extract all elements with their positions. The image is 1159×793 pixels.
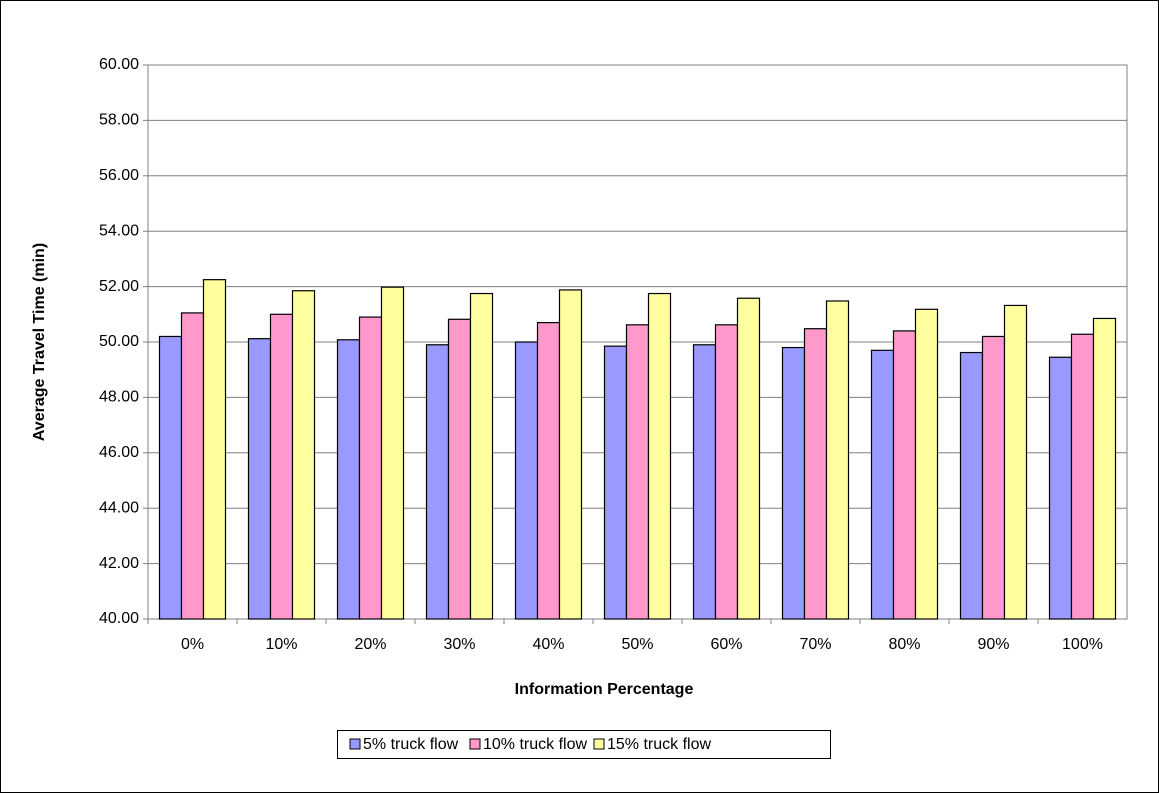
bar [469, 292, 494, 620]
bar [358, 316, 383, 620]
legend-swatch [469, 738, 481, 750]
bar [536, 322, 561, 620]
x-tick-label: 60% [710, 636, 742, 653]
x-tick-label: 40% [532, 636, 564, 653]
bar [180, 312, 205, 620]
bar [914, 308, 939, 620]
y-tick-label: 48.00 [99, 389, 139, 406]
bar [1092, 317, 1117, 620]
y-tick-label: 40.00 [99, 610, 139, 627]
y-tick-label: 44.00 [99, 499, 139, 516]
y-tick-label: 54.00 [99, 222, 139, 239]
y-tick-label: 50.00 [99, 333, 139, 350]
bar [870, 349, 895, 620]
bar [425, 344, 450, 620]
x-tick-label: 20% [354, 636, 386, 653]
bar [803, 328, 828, 620]
y-tick-label: 42.00 [99, 555, 139, 572]
bar [603, 345, 628, 620]
bar [558, 289, 583, 620]
bar [825, 300, 850, 620]
bar [692, 344, 717, 620]
bar [336, 339, 361, 620]
bar [1048, 356, 1073, 620]
bar [158, 335, 183, 620]
bar [514, 341, 539, 620]
y-axis-label: Average Travel Time (min) [31, 243, 48, 441]
bar [380, 286, 405, 620]
x-tick-label: 0% [181, 636, 204, 653]
bar [781, 346, 806, 620]
x-axis-label: Information Percentage [515, 681, 694, 698]
bar [714, 324, 739, 620]
x-tick-label: 100% [1062, 636, 1103, 653]
bar [1070, 333, 1095, 620]
legend-swatch [349, 738, 361, 750]
bar [647, 292, 672, 620]
bar [1003, 304, 1028, 620]
legend-label: 10% truck flow [483, 736, 587, 753]
bar [269, 313, 294, 620]
bar [247, 338, 272, 620]
bar [736, 297, 761, 620]
x-tick-label: 50% [621, 636, 653, 653]
y-tick-label: 56.00 [99, 167, 139, 184]
y-tick-label: 60.00 [99, 56, 139, 73]
legend-label: 15% truck flow [607, 736, 711, 753]
legend-label: 5% truck flow [363, 736, 459, 753]
x-tick-label: 90% [977, 636, 1009, 653]
y-tick-label: 52.00 [99, 278, 139, 295]
x-tick-label: 10% [265, 636, 297, 653]
bar [625, 324, 650, 620]
bar [447, 318, 472, 620]
x-tick-label: 70% [799, 636, 831, 653]
x-tick-label: 80% [888, 636, 920, 653]
y-tick-label: 58.00 [99, 112, 139, 129]
bar [291, 290, 316, 620]
bar [892, 330, 917, 620]
y-tick-label: 46.00 [99, 444, 139, 461]
x-tick-label: 30% [443, 636, 475, 653]
legend-swatch [593, 738, 605, 750]
bar [959, 351, 984, 620]
bar [202, 279, 227, 620]
legend [337, 730, 831, 759]
bar [981, 335, 1006, 620]
